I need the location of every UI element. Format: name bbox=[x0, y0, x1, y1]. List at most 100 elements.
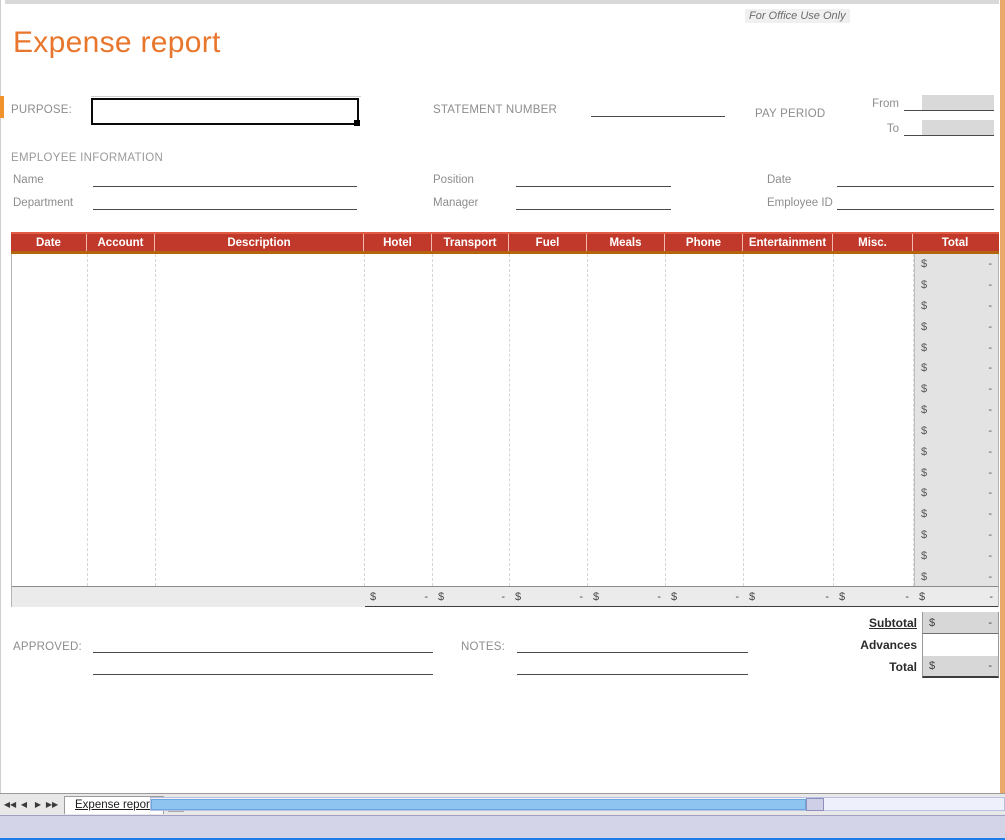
row-total-currency: $ bbox=[921, 549, 928, 562]
previous-sheet-icon[interactable]: ◀ bbox=[18, 797, 30, 812]
column-sum-misc: $ - bbox=[834, 587, 914, 607]
column-sum-fuel: $ - bbox=[510, 587, 588, 607]
date-input[interactable] bbox=[837, 186, 994, 187]
window-right-edge bbox=[999, 0, 1005, 815]
subtotal-currency: $ bbox=[929, 616, 936, 629]
worksheet-canvas[interactable]: Expense report For Office Use Only PURPO… bbox=[5, 4, 999, 792]
advances-value[interactable] bbox=[922, 634, 999, 656]
horizontal-scrollbar-grip[interactable] bbox=[806, 798, 824, 811]
column-header-account[interactable]: Account bbox=[87, 234, 155, 251]
column-header-date[interactable]: Date bbox=[11, 234, 87, 251]
expense-table-body[interactable]: $ - $ - $ - $ - $ - $ - $ - $ - $ - $ - $ - $ - $ - $ - $ - $ - bbox=[11, 254, 999, 587]
body-column-hotel[interactable] bbox=[365, 254, 433, 586]
purpose-input[interactable] bbox=[91, 98, 359, 125]
body-column-transport[interactable] bbox=[433, 254, 510, 586]
row-total-cell: $ - bbox=[915, 566, 998, 587]
pay-period-label: PAY PERIOD bbox=[755, 108, 826, 120]
column-sum-currency: $ bbox=[919, 590, 926, 603]
expense-table[interactable]: Date Account Description Hotel Transport Fuel… bbox=[11, 232, 999, 607]
body-column-date[interactable] bbox=[12, 254, 88, 586]
column-sum-amount: - bbox=[501, 590, 505, 603]
column-sum-amount: - bbox=[424, 590, 428, 603]
pay-period-to-input[interactable] bbox=[922, 120, 994, 135]
row-total-amount: - bbox=[988, 279, 992, 292]
manager-input[interactable] bbox=[516, 209, 671, 210]
body-column-meals[interactable] bbox=[588, 254, 666, 586]
row-total-currency: $ bbox=[921, 383, 928, 396]
column-sum-entertainment: $ - bbox=[744, 587, 834, 607]
row-total-amount: - bbox=[988, 404, 992, 417]
notes-label: NOTES: bbox=[461, 641, 506, 653]
statement-number-input[interactable] bbox=[591, 116, 725, 117]
column-header-fuel[interactable]: Fuel bbox=[509, 234, 587, 251]
row-total-cell: $ - bbox=[915, 275, 998, 296]
employee-id-input[interactable] bbox=[837, 209, 994, 210]
row-total-amount: - bbox=[988, 300, 992, 313]
department-input[interactable] bbox=[93, 209, 357, 210]
row-total-cell: $ - bbox=[915, 254, 998, 275]
column-sum-amount: - bbox=[657, 590, 661, 603]
body-column-fuel[interactable] bbox=[510, 254, 588, 586]
column-sum-currency: $ bbox=[671, 590, 678, 603]
manager-label: Manager bbox=[433, 197, 479, 209]
body-column-description[interactable] bbox=[156, 254, 365, 586]
column-header-meals[interactable]: Meals bbox=[587, 234, 665, 251]
column-header-hotel[interactable]: Hotel bbox=[364, 234, 432, 251]
row-total-amount: - bbox=[988, 528, 992, 541]
employee-id-label: Employee ID bbox=[767, 197, 833, 209]
sheet-nav-buttons[interactable]: ◀◀ ◀ ▶ ▶▶ bbox=[0, 797, 58, 812]
office-use-note: For Office Use Only bbox=[745, 9, 850, 23]
name-input[interactable] bbox=[93, 186, 357, 187]
horizontal-scrollbar-thumb[interactable] bbox=[151, 799, 806, 810]
sheet-tab-expense-report[interactable]: Expense report bbox=[64, 795, 164, 814]
first-sheet-icon[interactable]: ◀◀ bbox=[4, 797, 16, 812]
body-column-account[interactable] bbox=[88, 254, 156, 586]
column-sum-currency: $ bbox=[370, 590, 377, 603]
horizontal-scrollbar[interactable] bbox=[150, 797, 1005, 811]
approved-input-secondary[interactable] bbox=[93, 674, 433, 675]
column-header-phone[interactable]: Phone bbox=[665, 234, 743, 251]
purpose-cell-shadow bbox=[91, 96, 361, 97]
row-total-currency: $ bbox=[921, 258, 928, 271]
approved-input[interactable] bbox=[93, 652, 433, 653]
expense-table-header-row: Date Account Description Hotel Transport Fuel… bbox=[11, 232, 999, 254]
expense-table-column-totals: $ - $ - $ - $ - $ - $ - $ - $ - bbox=[11, 587, 999, 607]
totals-block: Subtotal $ - Advances Total $ - bbox=[850, 612, 999, 678]
row-total-cell: $ - bbox=[915, 379, 998, 400]
row-total-cell: $ - bbox=[915, 525, 998, 546]
approved-label: APPROVED: bbox=[13, 641, 82, 653]
column-header-transport[interactable]: Transport bbox=[432, 234, 509, 251]
window-left-edge bbox=[0, 0, 5, 815]
pay-period-from-rule bbox=[904, 110, 994, 111]
pay-period-to-rule bbox=[904, 135, 994, 136]
body-column-total[interactable]: $ - $ - $ - $ - $ - $ - $ - $ - $ - $ - $ - $ - $ - $ - $ - $ - bbox=[914, 254, 998, 586]
body-column-misc[interactable] bbox=[834, 254, 914, 586]
total-amount: - bbox=[988, 660, 992, 672]
last-sheet-icon[interactable]: ▶▶ bbox=[46, 797, 58, 812]
total-row: Total $ - bbox=[850, 656, 999, 678]
advances-label: Advances bbox=[860, 638, 917, 652]
position-input[interactable] bbox=[516, 186, 671, 187]
body-column-entertainment[interactable] bbox=[744, 254, 834, 586]
column-header-total[interactable]: Total bbox=[941, 236, 969, 249]
body-column-phone[interactable] bbox=[666, 254, 744, 586]
notes-input-secondary[interactable] bbox=[517, 674, 748, 675]
column-sum-total: $ - bbox=[914, 587, 998, 607]
row-total-amount: - bbox=[988, 424, 992, 437]
column-header-entertainment[interactable]: Entertainment bbox=[743, 234, 833, 251]
column-sum-account bbox=[88, 587, 156, 607]
column-sum-currency: $ bbox=[515, 590, 522, 603]
row-total-cell: $ - bbox=[915, 316, 998, 337]
cell-fill-handle[interactable] bbox=[354, 120, 360, 126]
notes-input[interactable] bbox=[517, 652, 748, 653]
column-sum-currency: $ bbox=[438, 590, 445, 603]
total-value: $ - bbox=[922, 656, 999, 678]
active-row-marker bbox=[0, 96, 4, 118]
pay-period-from-input[interactable] bbox=[922, 95, 994, 110]
column-header-misc[interactable]: Misc. bbox=[833, 234, 913, 251]
subtotal-amount: - bbox=[988, 616, 992, 629]
pay-period-to-label: To bbox=[886, 123, 899, 135]
column-header-description[interactable]: Description bbox=[155, 234, 364, 251]
next-sheet-icon[interactable]: ▶ bbox=[32, 797, 44, 812]
